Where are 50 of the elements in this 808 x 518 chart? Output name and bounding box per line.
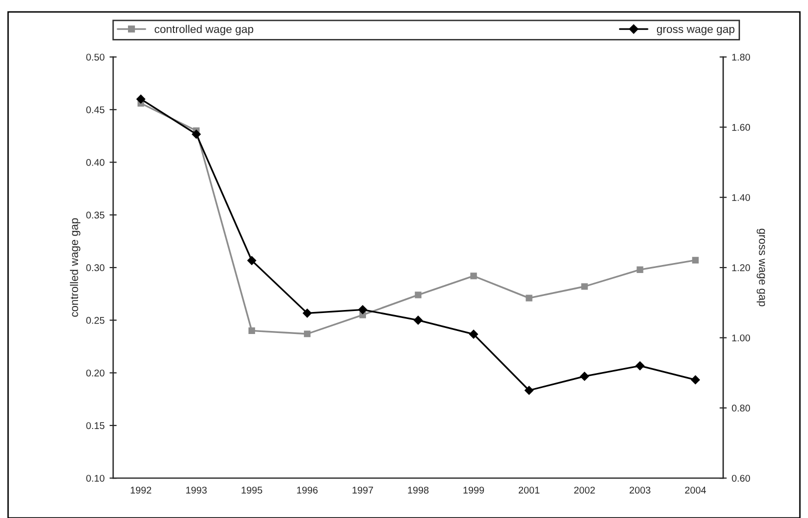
point — [248, 327, 256, 334]
x-tick-label: 2002 — [574, 486, 595, 494]
point — [581, 283, 588, 290]
point — [304, 330, 311, 338]
point — [470, 272, 477, 280]
point — [136, 94, 146, 104]
point — [302, 308, 312, 318]
x-tick-label: 2003 — [630, 486, 650, 494]
y-tick-label: 0.45 — [86, 106, 104, 114]
y2-tick-label: 1.80 — [732, 54, 750, 61]
y2-tick-label: 0.60 — [732, 474, 750, 482]
y-tick-label: 0.40 — [86, 158, 104, 166]
point — [690, 375, 700, 384]
x-tick-label: 1999 — [464, 486, 484, 494]
y-tick-label: 0.10 — [86, 474, 104, 482]
point — [692, 256, 699, 264]
y2-tick-label: 1.60 — [732, 124, 750, 131]
x-tick-label: 1995 — [242, 486, 262, 494]
x-tick-label: 2004 — [685, 486, 706, 494]
y-tick-label: 0.15 — [86, 422, 104, 430]
x-tick-label: 1996 — [297, 486, 318, 494]
y-axis-title: controlled wage gap — [70, 218, 80, 317]
legend-label: gross wage gap — [656, 26, 734, 36]
y2-tick-label: 1.20 — [732, 264, 750, 272]
x-tick-label: 1992 — [130, 486, 152, 494]
point — [636, 361, 644, 370]
point — [414, 292, 422, 298]
y2-axis-title: gross wage gap — [756, 228, 766, 306]
point — [526, 294, 532, 302]
x-tick-label: 1998 — [408, 486, 429, 494]
point — [247, 256, 256, 265]
y2-tick-label: 1.00 — [732, 334, 750, 342]
x-tick-label: 2001 — [518, 486, 540, 494]
point — [469, 330, 478, 339]
y-tick-label: 0.25 — [86, 316, 104, 324]
point — [192, 130, 201, 139]
point — [358, 305, 368, 314]
y2-tick-label: 1.40 — [732, 194, 750, 201]
y-tick-label: 0.20 — [86, 370, 104, 376]
y-tick-label: 0.30 — [86, 264, 104, 272]
y-tick-label: 0.35 — [86, 212, 104, 219]
point — [636, 266, 644, 273]
y2-tick-label: 0.80 — [732, 404, 750, 412]
x-tick-label: 1997 — [352, 486, 374, 494]
point — [414, 316, 423, 325]
point — [524, 386, 534, 395]
legend-label: controlled wage gap — [154, 24, 254, 36]
x-tick-label: 1993 — [186, 486, 207, 494]
y-tick-label: 0.50 — [86, 54, 104, 61]
point — [580, 372, 589, 381]
